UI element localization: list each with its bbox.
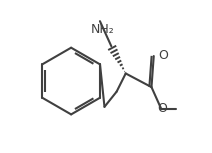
Text: O: O	[158, 49, 168, 62]
Text: NH₂: NH₂	[91, 23, 115, 36]
Text: O: O	[157, 102, 167, 115]
